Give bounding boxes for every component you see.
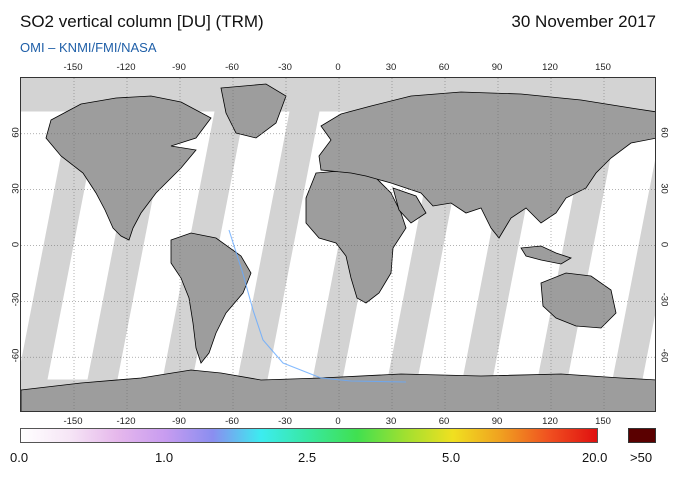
colorbar-overflow-box	[628, 428, 656, 443]
colorbar-tick-label: 2.5	[298, 450, 317, 465]
arabian-peninsula	[392, 187, 427, 224]
lat-tick-label: 0	[658, 241, 670, 247]
lon-tick-label: -30	[278, 416, 292, 427]
lon-tick-label: 60	[438, 62, 450, 73]
lon-tick-label: 120	[542, 62, 558, 73]
lon-tick-label: -120	[116, 62, 136, 73]
eurasia	[318, 91, 655, 239]
lon-tick-label: -90	[172, 62, 186, 73]
lon-tick-label: -60	[225, 416, 239, 427]
australia	[540, 272, 617, 329]
lon-tick-label: -150	[63, 62, 83, 73]
colorbar-tick-label: 20.0	[582, 450, 608, 465]
lon-tick-label: 0	[335, 62, 341, 73]
colorbar	[20, 428, 598, 443]
map-credit: OMI – KNMI/FMI/NASA	[20, 40, 157, 55]
north-america	[45, 95, 212, 241]
colorbar-tick-label: 1.0	[155, 450, 174, 465]
swath-gap-4	[231, 78, 326, 411]
lon-tick-label: 150	[595, 62, 611, 73]
lat-tick-label: 30	[658, 182, 670, 194]
world-map	[20, 77, 656, 412]
lat-tick-label: -60	[658, 348, 670, 363]
lon-tick-label: 120	[542, 416, 558, 427]
lon-tick-label: -60	[225, 62, 239, 73]
africa	[305, 169, 407, 304]
map-date: 30 November 2017	[511, 12, 656, 31]
graticule	[21, 78, 655, 411]
lon-tick-label: -150	[63, 416, 83, 427]
south-america	[170, 232, 252, 364]
lon-tick-label: 90	[491, 62, 503, 73]
colorbar-tick-label: 5.0	[442, 450, 461, 465]
maritime-southeast-asia	[520, 245, 572, 265]
so2-trace	[228, 229, 407, 383]
lon-tick-label: -30	[278, 62, 292, 73]
lon-tick-label: -90	[172, 416, 186, 427]
lon-tick-label: 150	[595, 416, 611, 427]
colorbar-tick-label: 0.0	[10, 450, 29, 465]
land-masses	[21, 83, 655, 411]
lat-tick-label: -30	[658, 292, 670, 307]
lat-tick-label: 60	[658, 127, 670, 138]
lon-tick-label: 60	[438, 416, 450, 427]
lon-tick-label: 0	[335, 416, 341, 427]
antarctica	[21, 369, 655, 411]
lon-tick-label: 90	[491, 416, 503, 427]
map-title: SO2 vertical column [DU] (TRM)	[20, 12, 264, 31]
lon-tick-label: 30	[385, 416, 397, 427]
colorbar-overflow-label: >50	[630, 450, 653, 465]
lon-tick-label: 30	[385, 62, 397, 73]
lon-tick-label: -120	[116, 416, 136, 427]
swath-gap-9	[606, 160, 655, 411]
greenland	[220, 83, 287, 139]
